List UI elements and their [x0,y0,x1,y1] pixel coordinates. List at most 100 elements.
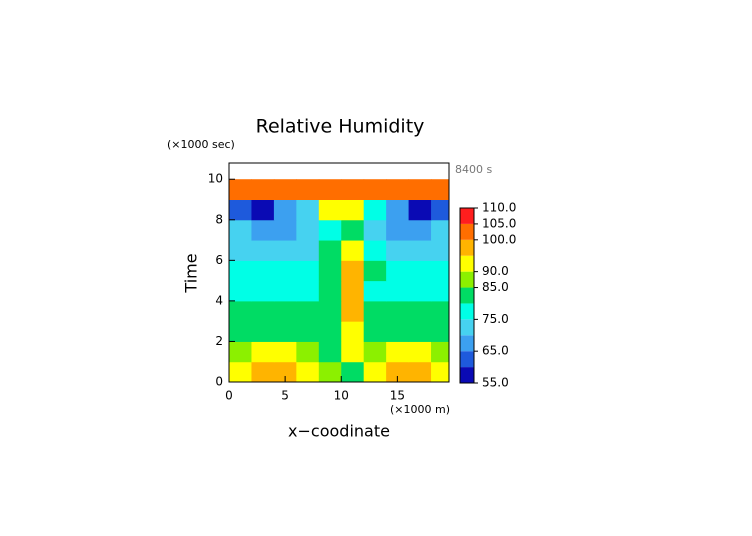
contour-cell [229,179,252,200]
x-tick-label: 0 [225,389,233,403]
contour-cell [408,199,432,221]
contour-cell [229,300,252,322]
contour-cell [251,300,275,322]
contour-cell [341,199,365,221]
contour-cell [386,300,410,322]
contour-cell [363,300,387,322]
contour-cell [341,260,365,282]
contour-cell [408,240,432,261]
contour-cell [408,260,432,282]
contour-cell [318,300,342,322]
contour-field [229,179,449,382]
contour-cell [296,280,320,302]
colorbar-bin [460,287,474,304]
y-tick-label: 4 [215,293,223,307]
contour-cell [386,260,410,282]
contour-cell [341,219,365,241]
contour-cell [431,219,449,241]
contour-cell [251,321,275,342]
colorbar-bin [460,303,474,320]
contour-cell [341,300,365,322]
contour-cell [296,300,320,322]
contour-cell [431,199,449,221]
contour-cell [431,179,449,200]
contour-cell [229,361,252,382]
contour-cell [273,341,297,363]
contour-cell [318,280,342,302]
contour-cell [341,361,365,382]
colorbar-bin [460,223,474,240]
y-tick-label: 0 [215,375,223,389]
contour-cell [251,361,275,382]
contour-cell [296,199,320,221]
contour-cell [341,240,365,261]
x-axis-label: x−coodinate [288,422,390,441]
contour-cell [363,240,387,261]
contour-cell [386,361,410,382]
contour-cell [386,280,410,302]
colorbar-tick-label: 55.0 [482,376,509,390]
contour-cell [251,219,275,241]
colorbar-frame [459,207,475,384]
colorbar-tick-label: 85.0 [482,280,509,294]
contour-cell [296,219,320,241]
contour-cell [229,321,252,342]
contour-cell [318,321,342,342]
contour-cell [229,240,252,261]
colorbar-bin [460,367,474,383]
colorbar-bin [460,351,474,368]
x-tick-label: 5 [281,389,289,403]
y-tick-label: 8 [215,212,223,226]
contour-cell [386,240,410,261]
y-unit: (×1000 sec) [167,138,235,151]
contour-cell [431,240,449,261]
y-tick-label: 2 [215,334,223,348]
contour-cell [251,199,275,221]
contour-cell [363,179,387,200]
contour-cell [386,341,410,363]
x-tick-label: 10 [334,389,349,403]
contour-cell [341,179,365,200]
contour-cell [273,219,297,241]
contour-cell [229,280,252,302]
contour-cell [273,240,297,261]
contour-cell [386,179,410,200]
contour-cell [273,361,297,382]
x-unit: (×1000 m) [390,403,450,416]
contour-cell [386,199,410,221]
y-axis-label: Time [182,253,201,293]
contour-cell [431,260,449,282]
colorbar-tick-label: 65.0 [482,344,509,358]
contour-cell [431,321,449,342]
contour-cell [431,280,449,302]
contour-cell [296,179,320,200]
contour-cell [229,199,252,221]
contour-cell [408,341,432,363]
contour-cell [229,219,252,241]
contour-cell [318,341,342,363]
contour-cell [386,219,410,241]
colorbar-bin [460,208,474,224]
contour-cell [273,260,297,282]
contour-cell [431,341,449,363]
contour-cell [341,321,365,342]
contour-cell [363,280,387,302]
contour-cell [408,219,432,241]
contour-cell [363,361,387,382]
colorbar-tick-label: 90.0 [482,264,509,278]
y-tick-label: 6 [215,253,223,267]
contour-cell [229,260,252,282]
contour-cell [296,341,320,363]
colorbar-bin [460,239,474,256]
contour-cell [408,280,432,302]
contour-cell [363,321,387,342]
contour-cell [408,300,432,322]
contour-cell [341,341,365,363]
colorbar-bin [460,319,474,336]
contour-cell [363,199,387,221]
contour-cell [229,341,252,363]
contour-cell [341,280,365,302]
contour-cell [363,219,387,241]
contour-cell [363,341,387,363]
